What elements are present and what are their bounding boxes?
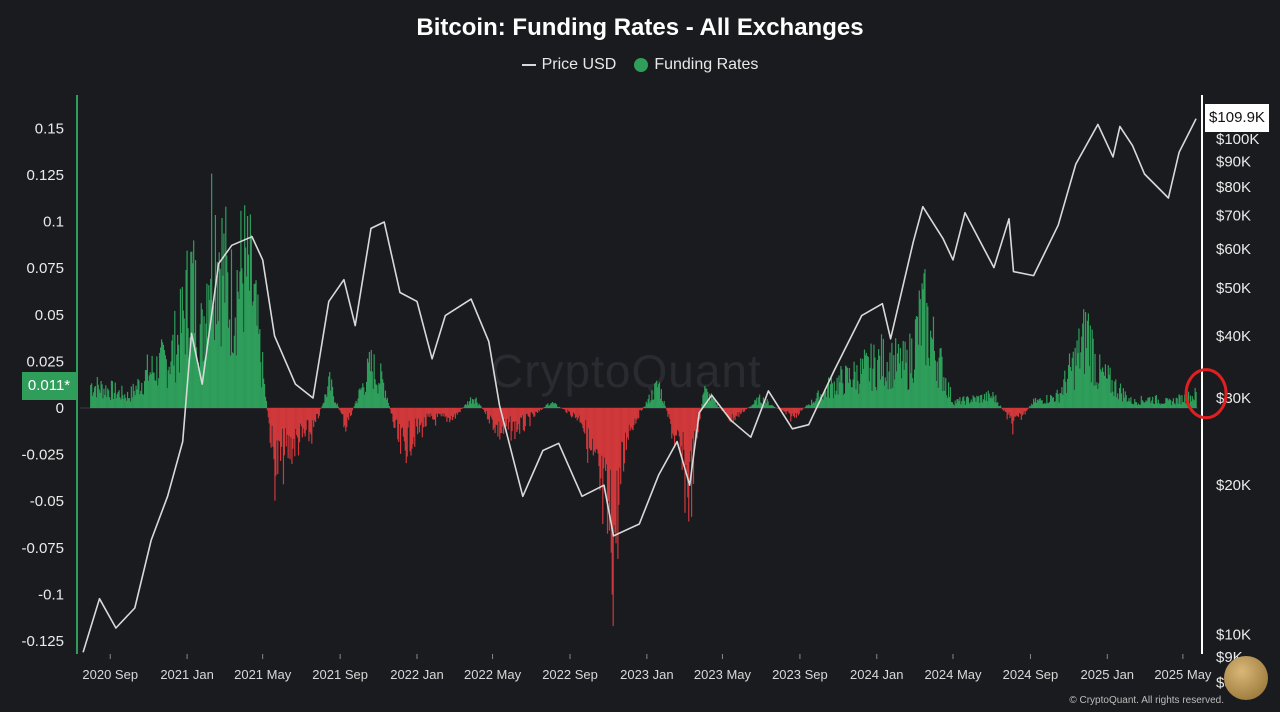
current-price-badge: $109.9K: [1205, 104, 1269, 132]
y-left-tick-label: 0.075: [26, 260, 64, 277]
y-left-tick-label: 0.15: [35, 120, 64, 137]
highlight-circle: [1184, 368, 1228, 420]
y-left-tick-label: 0: [56, 400, 64, 417]
x-tick-label: 2023 Sep: [772, 667, 828, 682]
x-tick-label: 2021 Sep: [312, 667, 368, 682]
y-left-tick-label: -0.05: [30, 493, 64, 510]
y-right-tick-label: $20K: [1216, 477, 1251, 494]
funding-dot-swatch: [634, 58, 649, 72]
x-tick-label: 2023 May: [694, 667, 752, 682]
x-tick-label: 2024 Jan: [850, 667, 904, 682]
copyright-notice: © CryptoQuant. All rights reserved.: [1069, 695, 1224, 706]
x-tick-label: 2025 Jan: [1081, 667, 1135, 682]
legend-item-funding[interactable]: Funding Rates: [634, 56, 758, 74]
y-left-tick-label: -0.075: [21, 540, 64, 557]
x-tick-label: 2023 Jan: [620, 667, 674, 682]
dan-logo: [1224, 656, 1268, 700]
x-tick-label: 2022 Jan: [390, 667, 444, 682]
y-left-tick-label: 0.05: [35, 307, 64, 324]
y-right-tick-label: $100K: [1216, 131, 1259, 148]
y-right-tick-label: $40K: [1216, 328, 1251, 345]
y-left-tick-label: 0.025: [26, 353, 64, 370]
watermark: CryptoQuant: [490, 345, 762, 397]
y-left-tick-label: 0.1: [43, 214, 64, 231]
current-funding-label: 0.011*: [22, 372, 76, 400]
x-tick-label: 2022 May: [464, 667, 522, 682]
y-right-tick-label: $60K: [1216, 241, 1251, 258]
legend-label-price: Price USD: [541, 56, 617, 73]
y-right-tick-label: $90K: [1216, 154, 1251, 171]
x-tick-label: 2024 May: [924, 667, 982, 682]
x-tick-label: 2021 May: [234, 667, 292, 682]
y-right-tick-label: $10K: [1216, 626, 1251, 643]
chart-title: Bitcoin: Funding Rates - All Exchanges: [416, 14, 864, 41]
x-tick-label: 2025 May: [1154, 667, 1212, 682]
y-right-tick-label: $30K: [1216, 390, 1251, 407]
legend: Price USD Funding Rates: [0, 56, 1280, 74]
y-right-tick-label: $70K: [1216, 208, 1251, 225]
y-right-tick-label: $50K: [1216, 280, 1251, 297]
y-left-tick-label: -0.025: [21, 447, 64, 464]
x-tick-label: 2022 Sep: [542, 667, 598, 682]
legend-item-price[interactable]: Price USD: [521, 56, 617, 74]
x-tick-label: 2021 Jan: [160, 667, 214, 682]
price-line: [82, 118, 1197, 653]
legend-label-funding: Funding Rates: [654, 56, 759, 73]
y-left-tick-label: -0.1: [38, 586, 64, 603]
price-line-swatch: [521, 64, 536, 66]
y-left-tick-label: 0.125: [26, 167, 64, 184]
y-left-tick-label: -0.125: [21, 633, 64, 650]
y-right-tick-label: $80K: [1216, 179, 1251, 196]
x-tick-label: 2020 Sep: [82, 667, 138, 682]
x-tick-label: 2024 Sep: [1003, 667, 1059, 682]
